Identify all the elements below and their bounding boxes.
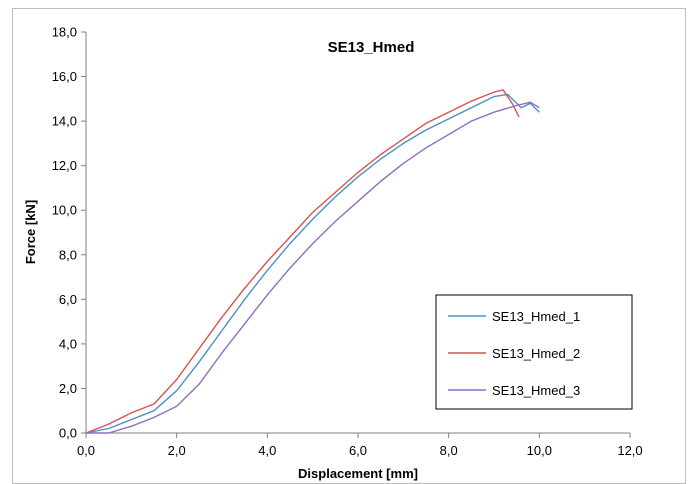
- x-tick-label: 6,0: [349, 443, 367, 458]
- y-tick-label: 0,0: [59, 426, 77, 441]
- x-tick-label: 0,0: [77, 443, 95, 458]
- y-tick-label: 4,0: [59, 336, 77, 351]
- x-tick-label: 2,0: [168, 443, 186, 458]
- x-tick-label: 10,0: [527, 443, 552, 458]
- chart-title: SE13_Hmed: [328, 39, 415, 56]
- y-axis-title: Force [kN]: [23, 200, 38, 264]
- series-group: [85, 89, 540, 434]
- y-axis-ticks: 0,0 2,0 4,0 6,0 8,0 10,0 12,0 14,0 16,0 18,0: [52, 25, 86, 441]
- legend-label-3: SE13_Hmed_3: [492, 383, 580, 398]
- x-tick-label: 12,0: [617, 443, 642, 458]
- legend: SE13_Hmed_1 SE13_Hmed_2 SE13_Hmed_3: [435, 294, 633, 410]
- y-tick-label: 10,0: [52, 203, 77, 218]
- series-line-3: [86, 101, 540, 434]
- y-tick-label: 6,0: [59, 292, 77, 307]
- x-axis-title: Displacement [mm]: [298, 466, 418, 481]
- y-tick-label: 12,0: [52, 158, 77, 173]
- series-line-1: [85, 93, 540, 434]
- x-tick-label: 4,0: [258, 443, 276, 458]
- y-tick-label: 8,0: [59, 247, 77, 262]
- y-tick-label: 16,0: [52, 69, 77, 84]
- y-tick-label: 18,0: [52, 25, 77, 40]
- x-tick-label: 8,0: [440, 443, 458, 458]
- y-tick-label: 2,0: [59, 381, 77, 396]
- y-tick-label: 14,0: [52, 114, 77, 129]
- legend-label-2: SE13_Hmed_2: [492, 346, 580, 361]
- series-line-2: [85, 89, 520, 434]
- legend-label-1: SE13_Hmed_1: [492, 309, 580, 324]
- x-axis-ticks: 0,0 2,0 4,0 6,0 8,0 10,0 12,0: [77, 433, 643, 458]
